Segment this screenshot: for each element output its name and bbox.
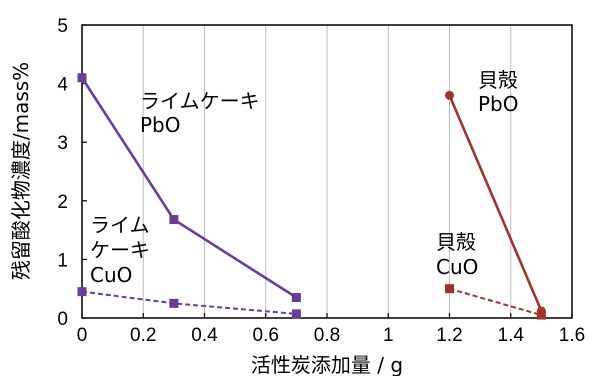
y-ticks: 0 1 2 3 4 5	[57, 16, 87, 330]
data-point	[169, 215, 179, 225]
data-point	[77, 287, 87, 297]
data-point	[445, 284, 454, 294]
data-point	[291, 292, 301, 302]
x-tick-label: 1	[383, 325, 394, 346]
data-point	[169, 298, 179, 308]
x-tick-label: 0.8	[314, 325, 340, 346]
y-tick-label: 3	[57, 133, 68, 154]
series-line-2	[448, 94, 543, 312]
x-tick-label: 0.2	[130, 325, 156, 346]
x-tick-label: 1.6	[559, 325, 585, 346]
annotation-label: ライムケーキ	[140, 89, 260, 113]
annotation-label: PbO	[140, 113, 181, 137]
x-tick-label: 0.6	[253, 325, 279, 346]
x-ticks: 0 0.2 0.4 0.6 0.8 1 1.2 1.4 1.6	[77, 313, 585, 346]
annotation-label: CuO	[436, 255, 478, 279]
series-group	[77, 73, 546, 320]
data-point	[445, 90, 454, 100]
x-tick-label: 1.2	[436, 325, 462, 346]
x-tick-label: 0	[77, 325, 88, 346]
data-point	[536, 310, 546, 320]
annotation-label: ライム	[90, 213, 150, 237]
y-axis-title: 残留酸化物濃度/mass%	[9, 62, 33, 280]
annotation-label: PbO	[478, 92, 519, 116]
x-axis-title: 活性炭添加量 / g	[251, 353, 403, 376]
y-tick-label: 1	[57, 250, 68, 271]
x-tick-label: 0.4	[191, 325, 218, 346]
series-line-3	[449, 287, 542, 317]
annotation-label: 貝殻	[436, 230, 476, 254]
annotation-label: CuO	[90, 263, 132, 287]
data-point	[291, 309, 301, 319]
y-tick-label: 0	[57, 309, 68, 330]
x-tick-label: 1.4	[498, 325, 525, 346]
y-tick-label: 2	[57, 192, 68, 213]
y-tick-label: 4	[57, 75, 68, 96]
data-point	[77, 73, 87, 83]
annotation-label: 貝殻	[478, 68, 518, 92]
annotation-label: ケーキ	[90, 238, 150, 262]
grid	[142, 25, 512, 318]
y-tick-label: 5	[57, 16, 68, 37]
series-line-1	[81, 290, 297, 315]
